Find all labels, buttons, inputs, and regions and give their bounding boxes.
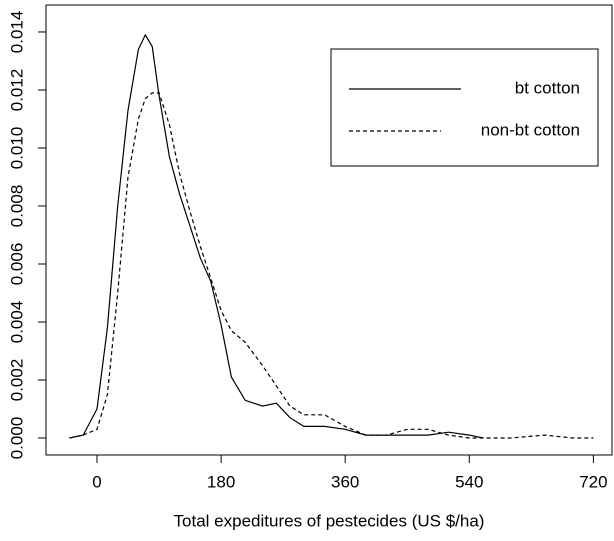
y-tick-label: 0.004 <box>7 301 26 344</box>
x-tick-label: 0 <box>92 472 101 491</box>
y-tick-label: 0.010 <box>7 127 26 170</box>
y-tick-label: 0.012 <box>7 69 26 112</box>
legend-label: non-bt cotton <box>481 120 580 139</box>
plot-frame <box>45 4 613 456</box>
legend-label: bt cotton <box>515 78 580 97</box>
y-tick-label: 0.006 <box>7 243 26 286</box>
x-tick-label: 540 <box>455 472 483 491</box>
y-tick-label: 0.000 <box>7 417 26 460</box>
y-tick-label: 0.002 <box>7 359 26 402</box>
y-tick-label: 0.014 <box>7 11 26 54</box>
legend-box <box>330 48 599 167</box>
x-tick-label: 180 <box>207 472 235 491</box>
density-line <box>69 92 594 439</box>
x-axis-label: Total expeditures of pestecides (US $/ha… <box>174 511 485 530</box>
y-tick-label: 0.008 <box>7 185 26 228</box>
x-tick-label: 720 <box>579 472 607 491</box>
x-tick-label: 360 <box>331 472 359 491</box>
